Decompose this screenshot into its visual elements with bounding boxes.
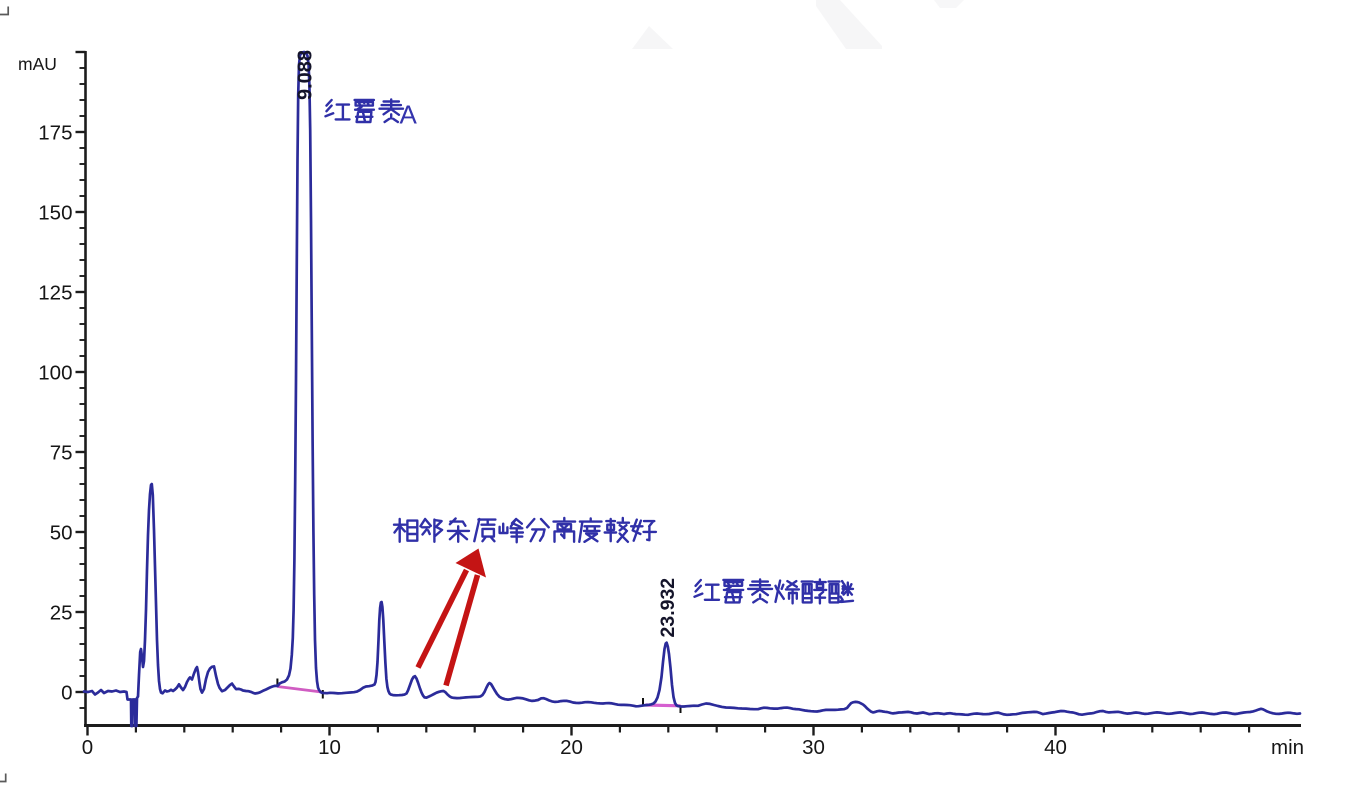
svg-text:75: 75 — [50, 442, 73, 465]
svg-text:mAU: mAU — [18, 54, 57, 74]
svg-text:9.088: 9.088 — [295, 50, 317, 100]
svg-text:50: 50 — [50, 522, 73, 545]
svg-text:10: 10 — [318, 736, 341, 759]
svg-text:min: min — [1271, 736, 1304, 759]
svg-text:125: 125 — [38, 282, 72, 305]
svg-text:40: 40 — [1044, 736, 1067, 759]
svg-text:25: 25 — [50, 602, 73, 625]
svg-text:20: 20 — [560, 736, 583, 759]
svg-text:23.932: 23.932 — [657, 578, 679, 638]
svg-text:30: 30 — [802, 736, 825, 759]
svg-text:A: A — [400, 100, 418, 130]
svg-text:0: 0 — [61, 682, 72, 705]
svg-text:150: 150 — [38, 202, 72, 225]
svg-text:100: 100 — [38, 362, 72, 385]
svg-text:175: 175 — [38, 122, 72, 145]
svg-text:0: 0 — [82, 736, 93, 759]
